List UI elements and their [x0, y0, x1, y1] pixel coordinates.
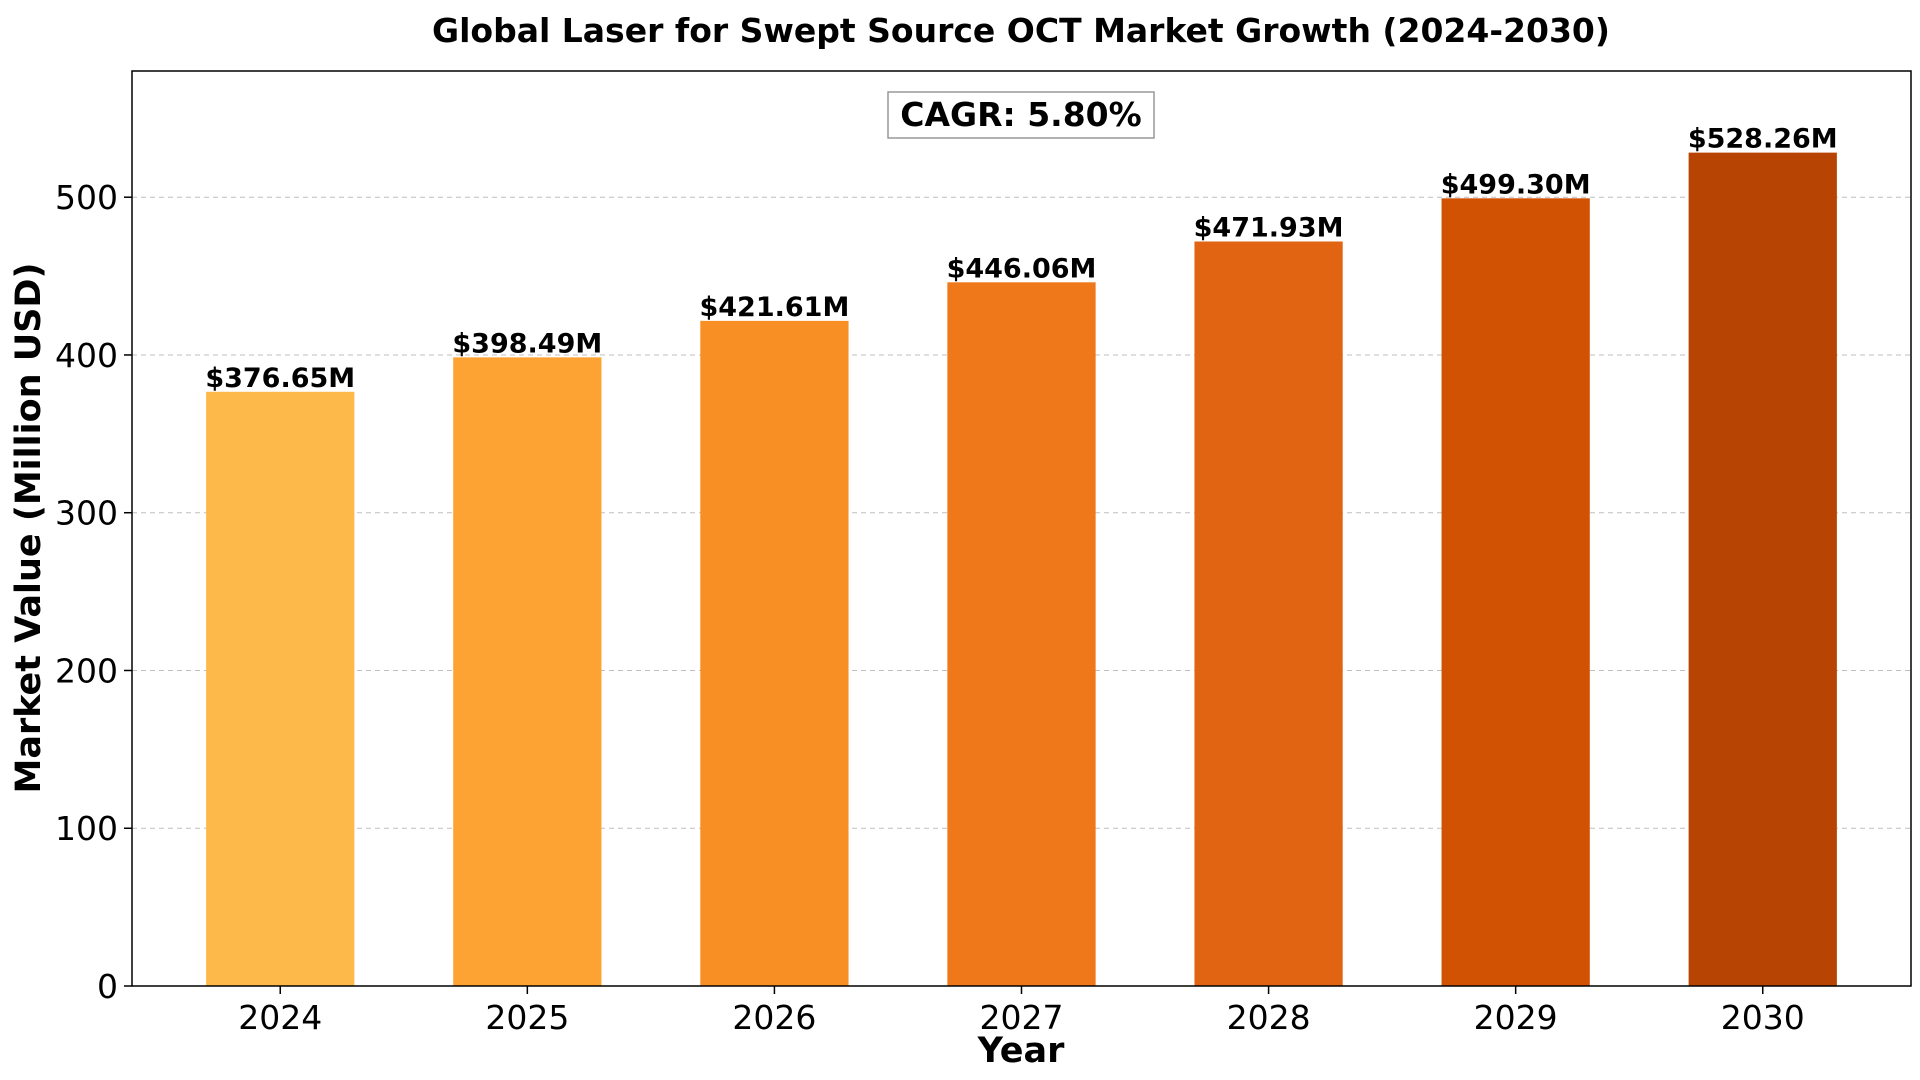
x-tick-label-2027: 2027 [980, 998, 1064, 1037]
bar-2027 [947, 282, 1096, 987]
x-tick-label-2025: 2025 [485, 998, 569, 1037]
data-label-2028: $471.93M [1194, 212, 1344, 243]
bar-2029 [1441, 198, 1590, 986]
data-label-2026: $421.61M [699, 292, 849, 323]
y-tick-label: 300 [55, 494, 118, 533]
data-label-2025: $398.49M [452, 328, 602, 359]
data-label-2024: $376.65M [205, 363, 355, 394]
data-label-layer: $376.65M $398.49M $421.61M $446.06M $471.93M… [205, 124, 1837, 394]
x-tick-label-2029: 2029 [1474, 998, 1558, 1037]
y-tick-label: 400 [55, 336, 118, 375]
y-tick-label: 200 [55, 651, 118, 690]
x-axis-ticks: 2024 2025 2026 2027 2028 2029 2030 [238, 986, 1805, 1037]
data-label-2027: $446.06M [947, 253, 1097, 284]
y-axis-ticks: 0 100 200 300 400 500 [55, 178, 132, 1006]
data-label-2030: $528.26M [1688, 124, 1838, 155]
cagr-box [887, 91, 1155, 139]
bar-2024 [206, 391, 355, 987]
x-tick-label-2024: 2024 [238, 998, 322, 1037]
x-tick-label-2028: 2028 [1227, 998, 1311, 1037]
chart-title: Global Laser for Swept Source OCT Market… [432, 11, 1610, 50]
x-axis-label: Year [977, 1031, 1065, 1071]
cagr-annotation: CAGR: 5.80% [887, 91, 1155, 139]
bar-2026 [700, 320, 849, 986]
y-tick-label: 500 [55, 178, 118, 217]
y-axis-label: Market Value (Million USD) [9, 263, 49, 794]
y-tick-label: 0 [97, 967, 118, 1006]
bar-2025 [453, 357, 602, 987]
bar-2028 [1194, 241, 1343, 986]
data-label-2029: $499.30M [1441, 169, 1591, 200]
x-tick-label-2030: 2030 [1721, 998, 1805, 1037]
bar-2030 [1688, 152, 1837, 986]
bar-layer [206, 152, 1837, 987]
cagr-text: CAGR: 5.80% [900, 95, 1141, 134]
y-tick-label: 100 [55, 809, 118, 848]
x-tick-label-2026: 2026 [732, 998, 816, 1037]
